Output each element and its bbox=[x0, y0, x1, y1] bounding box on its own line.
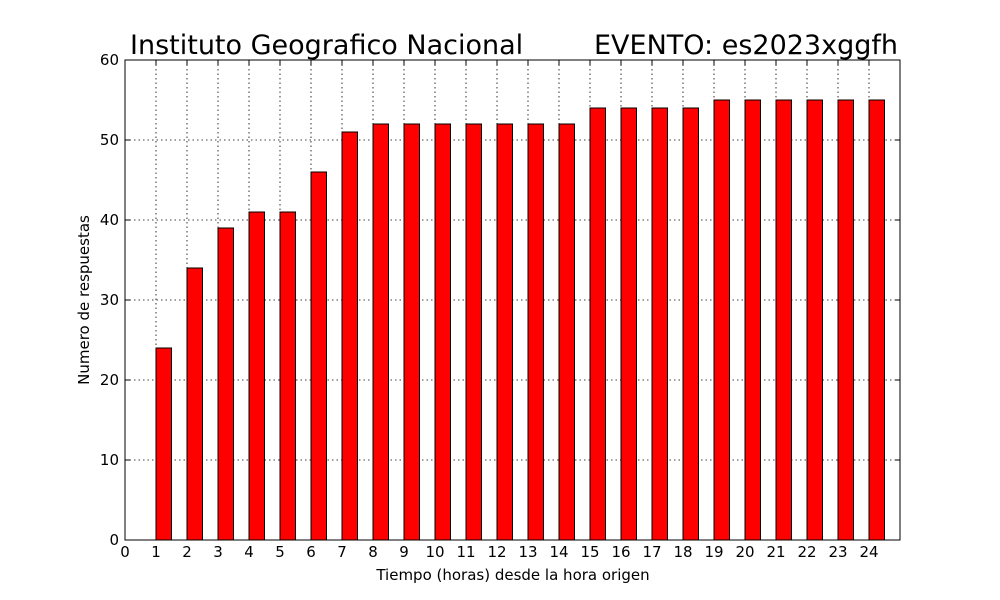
x-tick-label: 0 bbox=[120, 543, 130, 561]
bar bbox=[217, 227, 234, 541]
bar bbox=[775, 99, 792, 541]
y-tick-label: 20 bbox=[100, 371, 119, 389]
y-tick-label: 0 bbox=[109, 531, 119, 549]
x-tick-label: 19 bbox=[704, 543, 723, 561]
y-tick-label: 10 bbox=[100, 451, 119, 469]
bar bbox=[589, 107, 606, 541]
x-tick-label: 18 bbox=[673, 543, 692, 561]
bar bbox=[155, 347, 172, 541]
bar bbox=[248, 211, 265, 541]
x-tick-label: 21 bbox=[766, 543, 785, 561]
x-tick-label: 8 bbox=[368, 543, 378, 561]
x-tick-label: 20 bbox=[735, 543, 754, 561]
x-tick-label: 11 bbox=[456, 543, 475, 561]
x-tick-label: 1 bbox=[151, 543, 161, 561]
bar bbox=[186, 267, 203, 541]
x-tick-label: 3 bbox=[213, 543, 223, 561]
x-tick-label: 7 bbox=[337, 543, 347, 561]
x-tick-label: 17 bbox=[642, 543, 661, 561]
x-tick-label: 24 bbox=[859, 543, 878, 561]
bar bbox=[682, 107, 699, 541]
y-axis-label: Numero de respuestas bbox=[75, 215, 93, 385]
bar bbox=[279, 211, 296, 541]
y-tick-label: 30 bbox=[100, 291, 119, 309]
bar bbox=[310, 171, 327, 541]
x-tick-label: 10 bbox=[425, 543, 444, 561]
bar bbox=[868, 99, 885, 541]
x-tick-label: 9 bbox=[399, 543, 409, 561]
x-tick-labels: 0 1 2 3 4 5 6 7 8 9 10 11 12 13 14 15 16 17 18 19 20 21 22 23 24 bbox=[120, 543, 878, 561]
bar bbox=[837, 99, 854, 541]
bar bbox=[713, 99, 730, 541]
x-tick-label: 6 bbox=[306, 543, 316, 561]
y-tick-label: 40 bbox=[100, 211, 119, 229]
bar bbox=[372, 123, 389, 541]
x-tick-label: 2 bbox=[182, 543, 192, 561]
bar bbox=[744, 99, 761, 541]
bar bbox=[403, 123, 420, 541]
y-tick-labels: 0 10 20 30 40 50 60 bbox=[100, 51, 119, 549]
bar bbox=[651, 107, 668, 541]
x-tick-label: 5 bbox=[275, 543, 285, 561]
x-tick-label: 16 bbox=[611, 543, 630, 561]
y-tick-label: 50 bbox=[100, 131, 119, 149]
bar bbox=[620, 107, 637, 541]
bar bbox=[558, 123, 575, 541]
x-tick-label: 12 bbox=[487, 543, 506, 561]
bar bbox=[465, 123, 482, 541]
axis-ticks bbox=[124, 59, 900, 541]
x-tick-label: 23 bbox=[828, 543, 847, 561]
bar bbox=[527, 123, 544, 541]
chart-title-right: EVENTO: es2023xggfh bbox=[594, 30, 898, 61]
bar bbox=[434, 123, 451, 541]
x-tick-label: 13 bbox=[518, 543, 537, 561]
y-tick-label: 60 bbox=[100, 51, 119, 69]
x-tick-label: 22 bbox=[797, 543, 816, 561]
bars-group bbox=[155, 99, 885, 541]
chart-title-left: Instituto Geografico Nacional bbox=[130, 30, 523, 61]
bar bbox=[496, 123, 513, 541]
bar bbox=[341, 131, 358, 541]
x-tick-label: 4 bbox=[244, 543, 254, 561]
x-tick-label: 15 bbox=[580, 543, 599, 561]
bar bbox=[806, 99, 823, 541]
x-axis-label: Tiempo (horas) desde la hora origen bbox=[375, 566, 649, 584]
x-tick-label: 14 bbox=[549, 543, 568, 561]
